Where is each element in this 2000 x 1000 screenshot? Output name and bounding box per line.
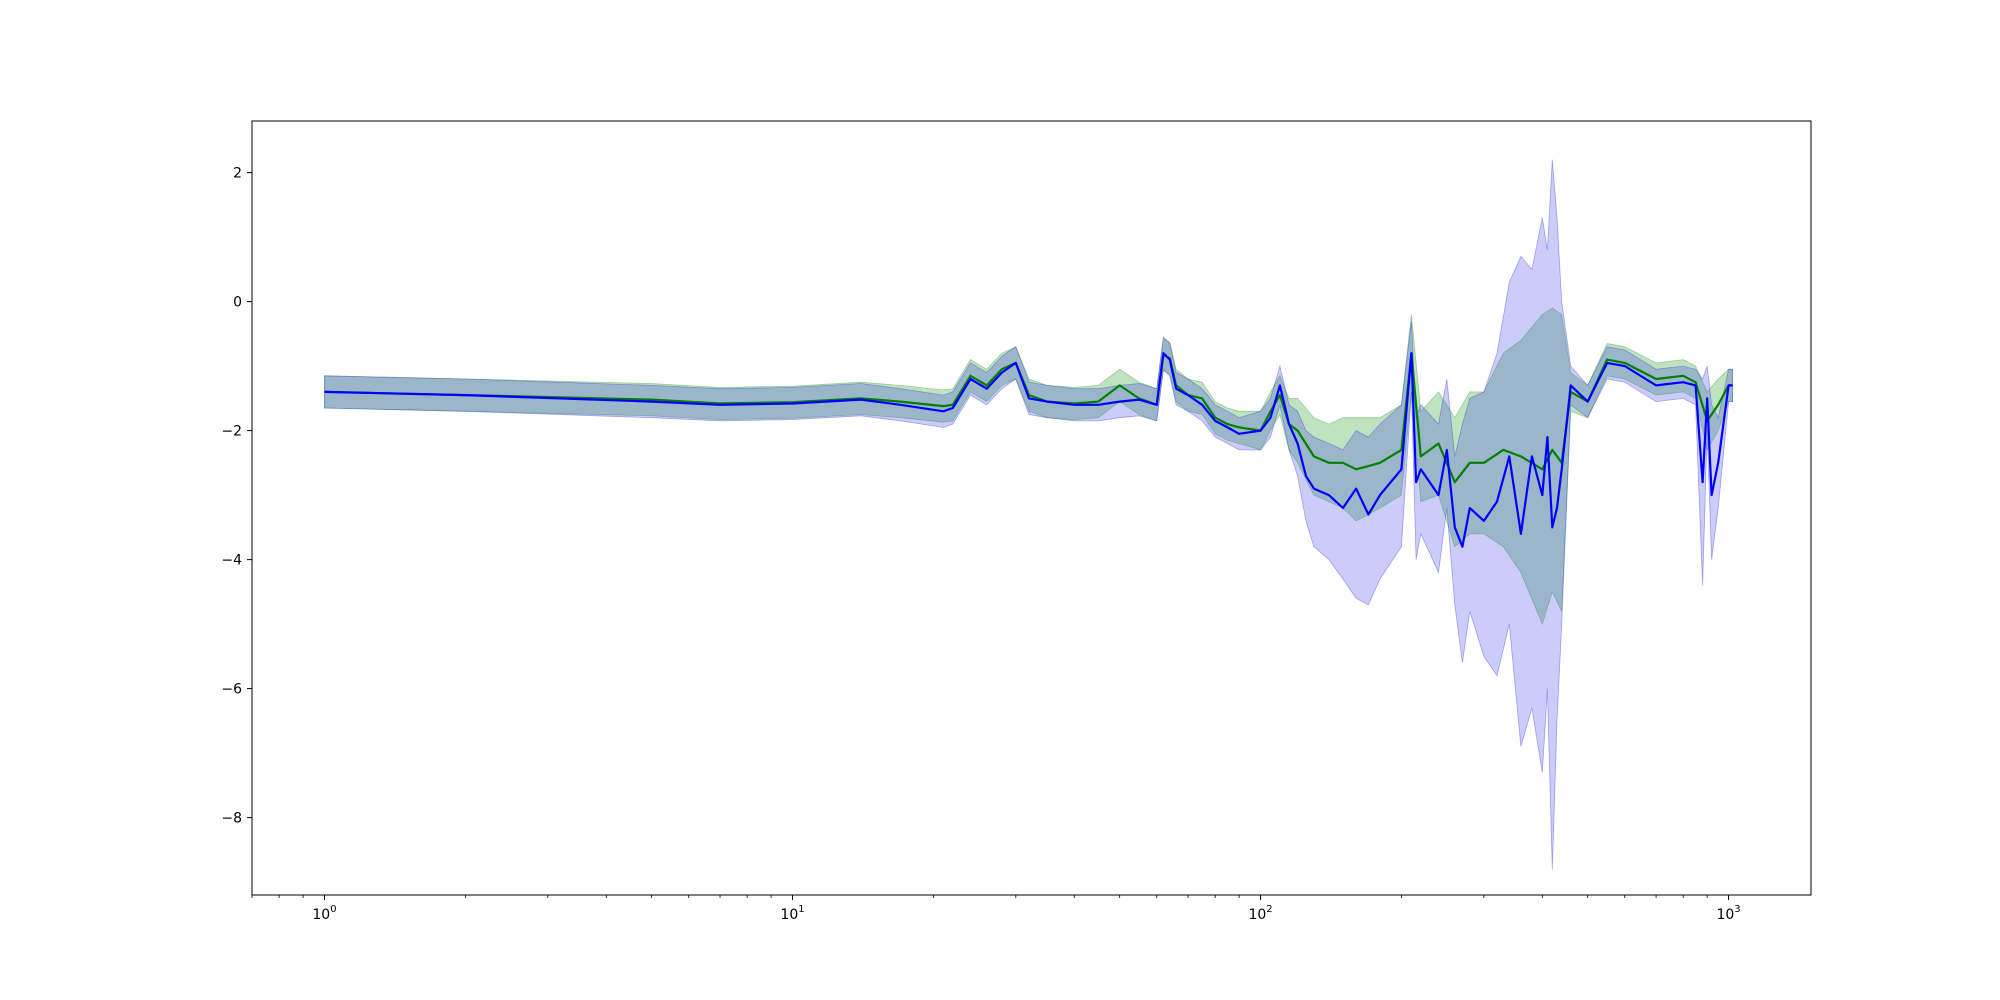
y-tick-label: −2	[221, 424, 242, 440]
confidence-bands	[324, 159, 1733, 870]
x-axis: 100 101 102 103	[251, 895, 1741, 923]
x-tick-label: 100	[312, 904, 336, 923]
y-tick-label: −8	[221, 811, 242, 827]
y-tick-label: −4	[221, 553, 242, 569]
series-lines	[324, 352, 1733, 548]
y-tick-label: −6	[221, 682, 242, 698]
y-tick-label: 2	[233, 166, 242, 182]
series-2-line	[324, 352, 1733, 548]
x-tick-label: 101	[780, 904, 804, 923]
series-2-band	[324, 159, 1733, 870]
y-axis: 2 0 −2 −4 −6 −8	[221, 166, 252, 827]
x-tick-label: 102	[1248, 904, 1272, 923]
x-tick-exponent: 0	[330, 904, 336, 915]
x-tick-exponent: 3	[1734, 904, 1740, 915]
x-tick-exponent: 2	[1266, 904, 1272, 915]
x-tick-exponent: 1	[798, 904, 804, 915]
series-1-band	[324, 307, 1733, 626]
x-tick-label: 103	[1716, 904, 1740, 923]
plot-area-frame	[251, 120, 1812, 896]
y-tick-label: 0	[233, 295, 242, 311]
